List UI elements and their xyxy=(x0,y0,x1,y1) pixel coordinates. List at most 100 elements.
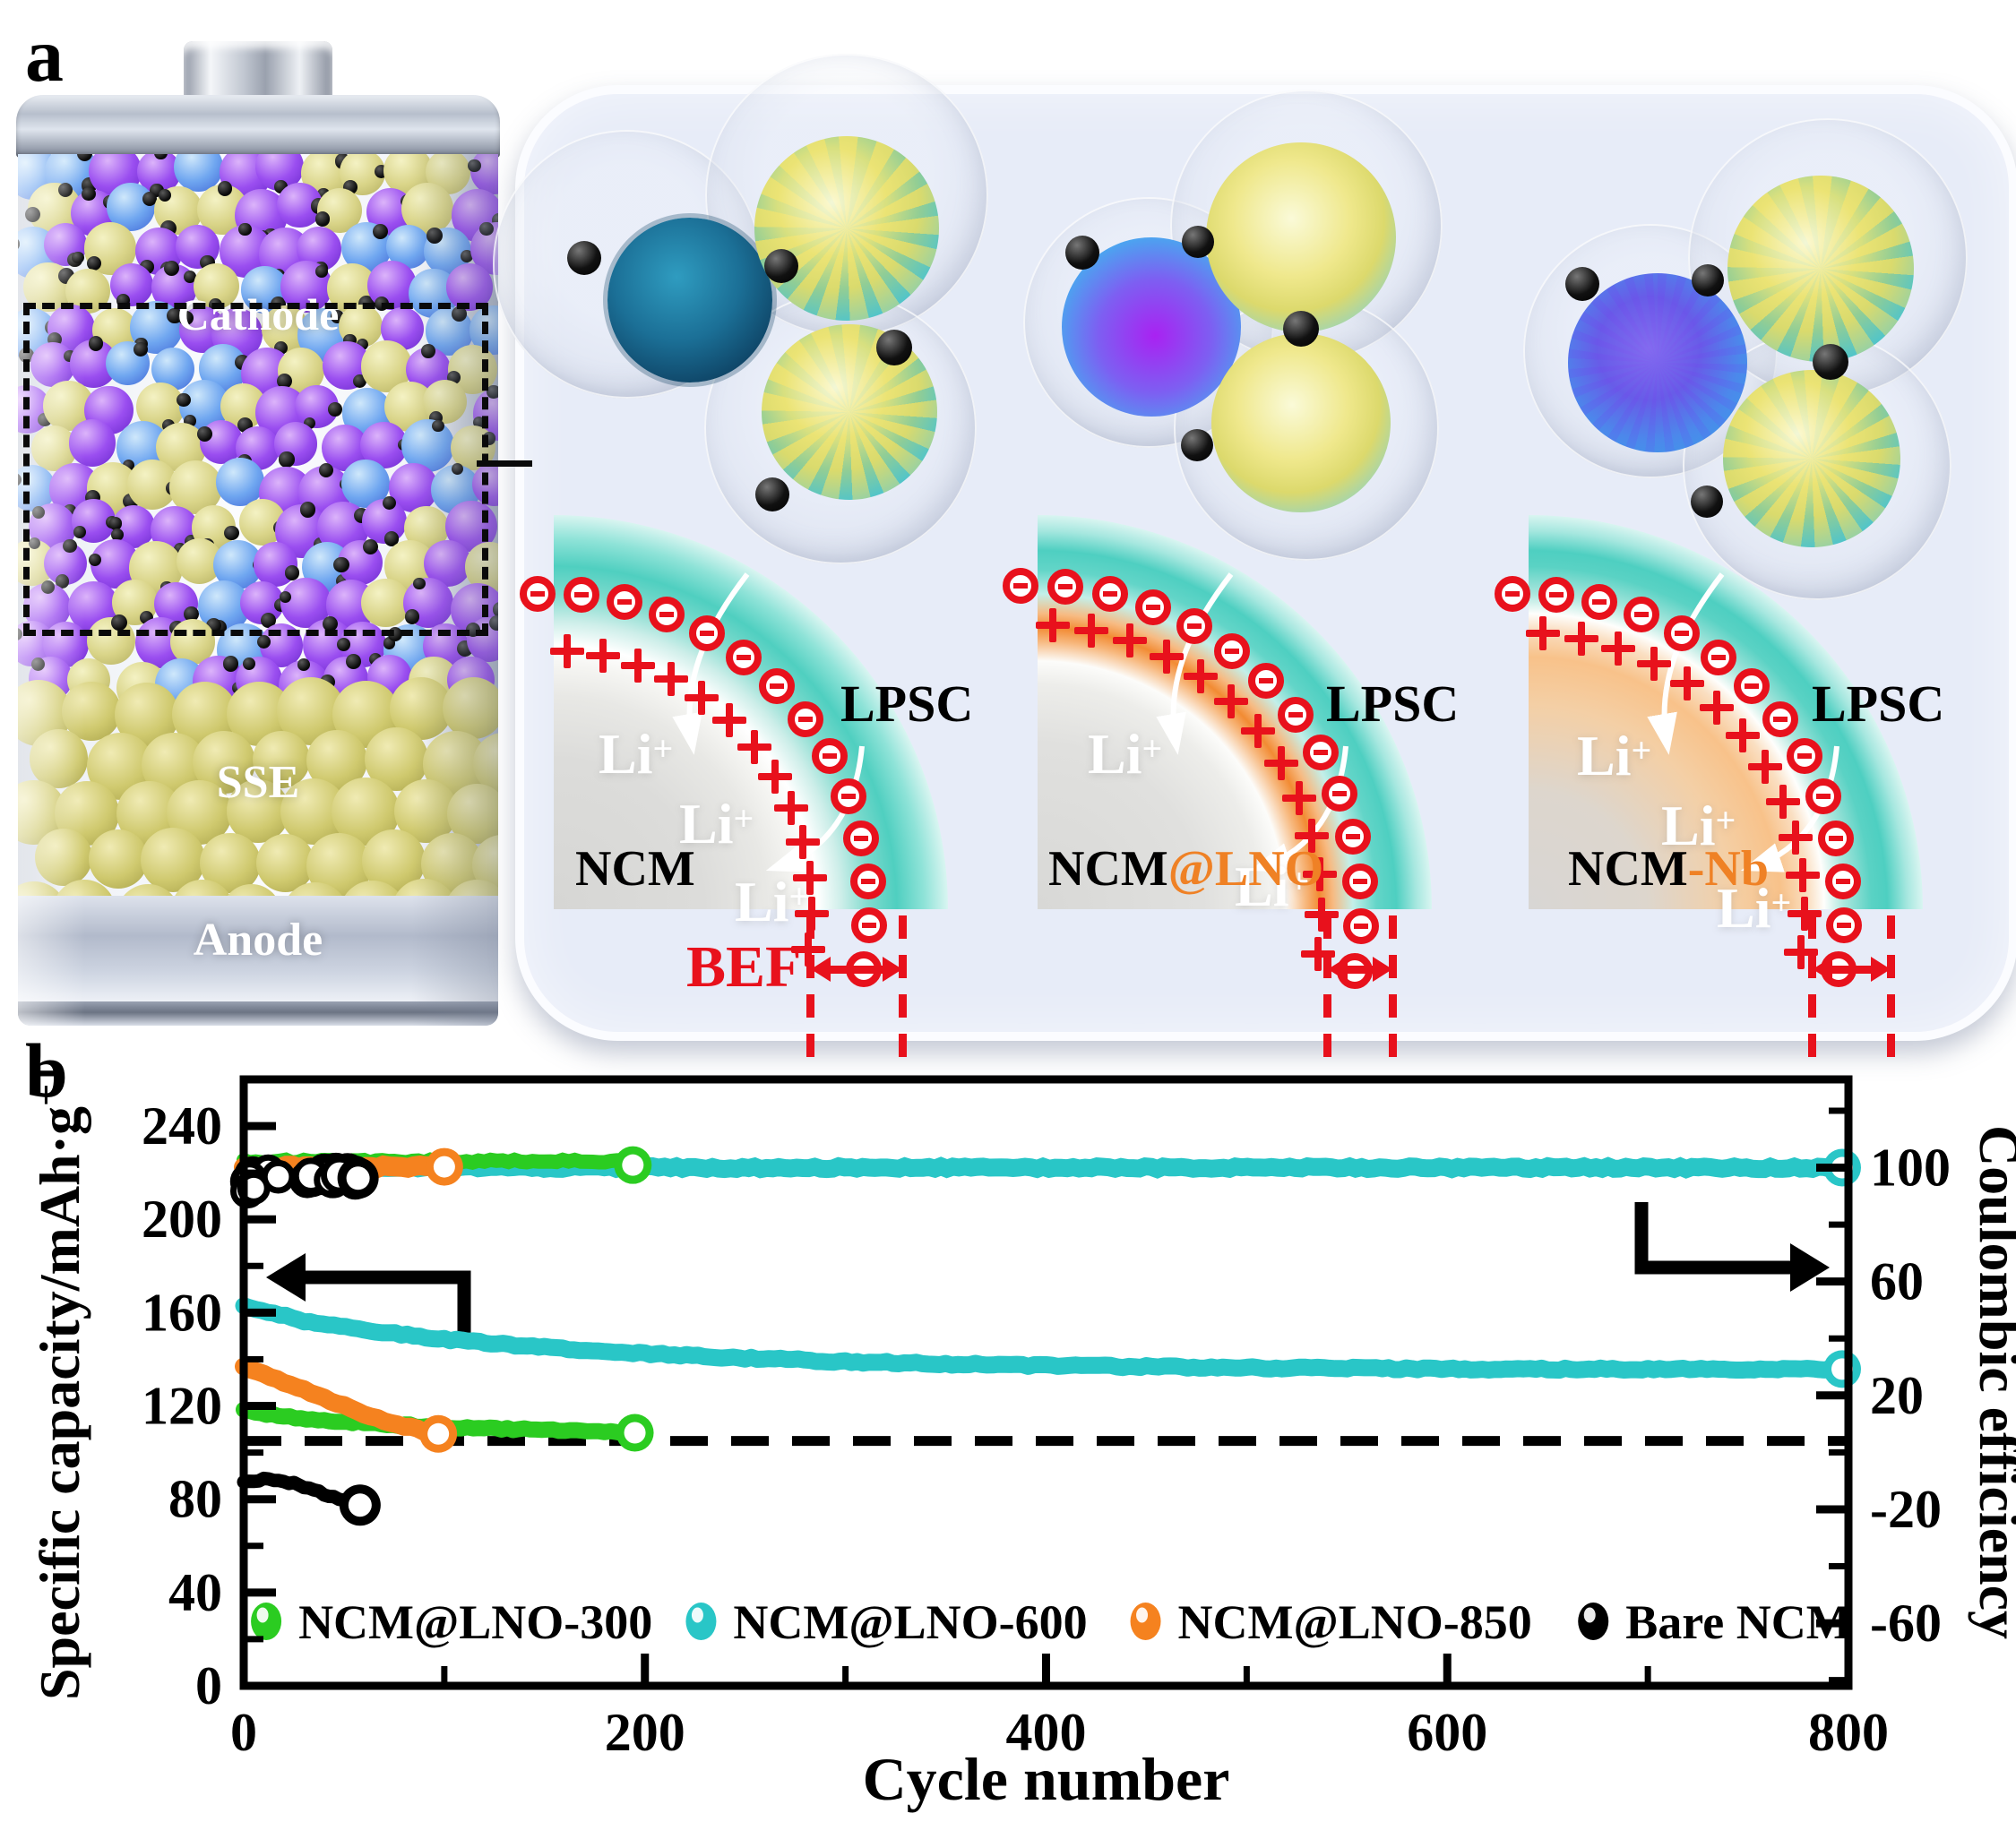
li-ion-label: Li+ xyxy=(599,722,674,786)
minus-charge-icon xyxy=(1786,738,1822,775)
bef-dash-line xyxy=(1808,915,1816,1057)
x-axis-title: Cycle number xyxy=(863,1745,1230,1813)
cathode-black-dot xyxy=(383,531,400,547)
cathode-black-dot xyxy=(82,186,96,202)
sse-sphere xyxy=(252,731,311,789)
cathode-black-dot xyxy=(142,192,158,207)
cathode-black-dot xyxy=(276,373,293,390)
cathode-black-dot xyxy=(28,537,40,549)
plus-charge-icon xyxy=(1669,666,1704,700)
capacity-end-marker-NCM@LNO-850-center xyxy=(427,1422,450,1445)
roi-connector-line xyxy=(477,460,532,467)
cathode-sphere xyxy=(215,458,264,506)
cathode-black-dot xyxy=(31,657,46,672)
y-left-tick-label: 120 xyxy=(142,1377,222,1436)
minus-charge-icon xyxy=(1248,662,1285,699)
y-right-axis-title: Coulombic efficiency xyxy=(1968,1125,2016,1639)
bef-dash-line xyxy=(1389,915,1397,1057)
cathode-black-dot xyxy=(55,574,70,589)
li-flow-arrows xyxy=(1156,572,1348,872)
plus-charge-icon xyxy=(774,791,809,826)
plus-charge-icon xyxy=(1302,857,1337,892)
cathode-black-dot xyxy=(242,657,255,670)
minus-charge-icon xyxy=(1824,864,1861,900)
cathode-black-dot xyxy=(256,634,271,649)
plus-charge-icon xyxy=(1295,818,1330,853)
li-ion-label: Li+ xyxy=(1661,794,1736,857)
plus-charge-icon xyxy=(1526,616,1561,651)
x-tick-label: 600 xyxy=(1407,1703,1487,1762)
cathode-black-dot xyxy=(421,344,435,358)
plus-charge-icon xyxy=(1700,690,1735,725)
cathode-black-dot xyxy=(63,538,77,553)
cathode-black-dot xyxy=(346,654,361,670)
cathode-black-dot xyxy=(280,590,292,604)
battery-body: Cathode SSE Anode xyxy=(18,154,498,1026)
plus-charge-icon xyxy=(1304,897,1339,932)
legend-label-NCM@LNO-600: NCM@LNO-600 xyxy=(733,1595,1087,1649)
anode-label: Anode xyxy=(193,915,323,966)
minus-charge-icon xyxy=(1342,907,1379,944)
battery-illustration: Cathode SSE Anode xyxy=(16,36,532,1026)
minus-charge-icon xyxy=(1538,577,1574,614)
carbon-additive-dot xyxy=(1691,486,1723,518)
legend-dot-highlight xyxy=(256,1607,269,1623)
cathode-black-dot xyxy=(87,256,102,271)
lpsc-label-2: LPSC xyxy=(1326,675,1460,733)
cluster-bare-ncm-sphere xyxy=(754,136,939,321)
cathode-black-dot xyxy=(218,181,233,196)
cathode-black-dot xyxy=(362,538,379,555)
cluster-ncm-nb-sphere xyxy=(1723,370,1900,547)
plus-charge-icon xyxy=(1726,718,1761,753)
cathode-black-dot xyxy=(108,517,122,530)
minus-charge-icon xyxy=(1003,568,1039,605)
core-label-ncm-lno-base: NCM xyxy=(1048,841,1168,897)
cathode-black-dot xyxy=(111,614,127,631)
core-label-ncm-lno-suffix: @LNO xyxy=(1167,841,1324,897)
minus-charge-icon xyxy=(1341,863,1378,899)
cathode-black-dot xyxy=(57,182,73,198)
minus-charge-icon xyxy=(688,615,725,652)
minus-charge-icon xyxy=(1624,597,1660,633)
cathode-black-dot xyxy=(382,495,397,511)
cathode-black-dot xyxy=(197,425,212,442)
minus-charge-icon xyxy=(1334,818,1371,855)
bef-dash-line xyxy=(899,915,907,1057)
cathode-particles xyxy=(18,154,498,1026)
bef-dash-line xyxy=(1887,915,1895,1057)
minus-charge-icon xyxy=(563,577,599,614)
legend-dot-highlight xyxy=(1583,1607,1596,1623)
dashed-roi-box xyxy=(23,303,488,636)
legend-dot-NCM@LNO-600 xyxy=(685,1603,717,1640)
plus-charge-icon xyxy=(1113,623,1148,658)
plus-charge-icon xyxy=(1074,613,1109,648)
minus-charge-icon xyxy=(1733,668,1770,705)
minus-charge-icon xyxy=(1817,820,1854,856)
bef-label: BEF xyxy=(686,934,802,1000)
plus-charge-icon xyxy=(712,703,747,738)
plus-charge-icon xyxy=(792,860,827,895)
legend-dot-highlight xyxy=(1136,1607,1149,1623)
capacity-curve-NCM@LNO-600 xyxy=(235,1297,1857,1379)
lpsc-label-3: LPSC xyxy=(1812,675,1945,733)
cathode-black-dot xyxy=(468,159,481,173)
plus-charge-icon xyxy=(1784,935,1819,970)
plus-charge-icon xyxy=(1601,631,1636,666)
cathode-black-dot xyxy=(413,578,426,590)
ce-end-marker-NCM@LNO-300-center xyxy=(622,1154,644,1176)
plus-charge-icon xyxy=(1765,784,1800,819)
y-left-tick-label: 0 xyxy=(195,1656,222,1715)
cathode-black-dot xyxy=(73,526,86,539)
cathode-black-dot xyxy=(110,528,124,541)
panel-a-label: a xyxy=(25,12,64,98)
legend-dot-highlight xyxy=(691,1607,703,1623)
y-left-tick-label: 40 xyxy=(168,1563,222,1622)
plus-charge-icon xyxy=(585,639,620,674)
cathode-black-dot xyxy=(177,392,191,408)
minus-charge-icon xyxy=(1581,584,1618,621)
plus-charge-icon xyxy=(786,825,821,860)
plus-charge-icon xyxy=(550,634,585,669)
plus-charge-icon xyxy=(685,681,719,716)
cathode-black-dot xyxy=(373,224,389,239)
